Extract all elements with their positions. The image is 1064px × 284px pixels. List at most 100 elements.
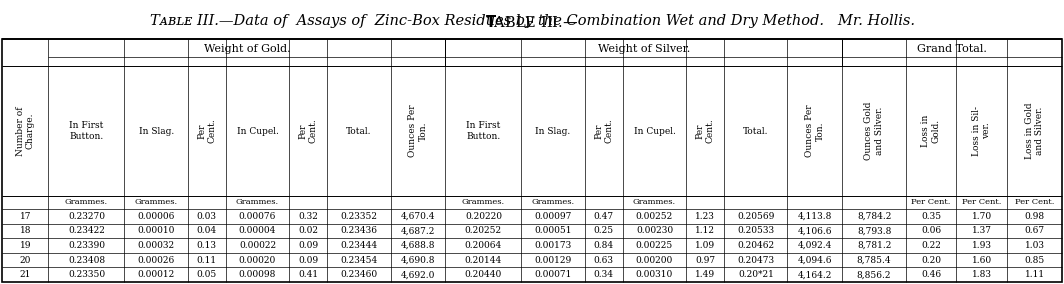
Text: 0.85: 0.85 — [1025, 256, 1045, 265]
Text: 4,113.8: 4,113.8 — [798, 212, 832, 221]
Text: Grammes.: Grammes. — [134, 199, 178, 206]
Text: 8,793.8: 8,793.8 — [857, 226, 892, 235]
Text: 0.00129: 0.00129 — [534, 256, 571, 265]
Text: 4,092.4: 4,092.4 — [798, 241, 832, 250]
Text: 0.02: 0.02 — [298, 226, 318, 235]
Text: 4,670.4: 4,670.4 — [401, 212, 435, 221]
Text: 0.23454: 0.23454 — [340, 256, 378, 265]
Text: Ounces Gold
and Silver.: Ounces Gold and Silver. — [864, 102, 884, 160]
Text: In Cupel.: In Cupel. — [236, 126, 279, 135]
Text: Per
Cent.: Per Cent. — [197, 119, 216, 143]
Text: 0.06: 0.06 — [921, 226, 942, 235]
Text: 8,785.4: 8,785.4 — [857, 256, 892, 265]
Text: Loss in Gold
and Silver.: Loss in Gold and Silver. — [1025, 103, 1044, 159]
Text: 0.09: 0.09 — [298, 241, 318, 250]
Text: Weight of Gold.: Weight of Gold. — [203, 45, 290, 55]
Text: 1.83: 1.83 — [971, 270, 992, 279]
Text: Per Cent.: Per Cent. — [912, 199, 951, 206]
Text: 0.00022: 0.00022 — [239, 241, 276, 250]
Text: 0.00076: 0.00076 — [238, 212, 277, 221]
Text: 8,784.2: 8,784.2 — [857, 212, 892, 221]
Text: Total.: Total. — [346, 126, 371, 135]
Text: 0.00200: 0.00200 — [636, 256, 674, 265]
Text: 0.67: 0.67 — [1025, 226, 1045, 235]
Text: 0.00097: 0.00097 — [534, 212, 571, 221]
Text: 0.23444: 0.23444 — [340, 241, 378, 250]
Text: 20: 20 — [19, 256, 31, 265]
Text: 0.23390: 0.23390 — [68, 241, 105, 250]
Text: 0.00020: 0.00020 — [239, 256, 277, 265]
Text: 0.46: 0.46 — [921, 270, 942, 279]
Text: 1.93: 1.93 — [971, 241, 992, 250]
Text: 0.00006: 0.00006 — [137, 212, 174, 221]
Text: 0.25: 0.25 — [594, 226, 614, 235]
Text: 0.20252: 0.20252 — [465, 226, 502, 235]
Text: 0.11: 0.11 — [197, 256, 217, 265]
Text: In First
Button.: In First Button. — [69, 121, 103, 141]
Text: 0.41: 0.41 — [298, 270, 318, 279]
Text: 0.23352: 0.23352 — [340, 212, 378, 221]
Text: 0.23270: 0.23270 — [68, 212, 105, 221]
Text: 0.04: 0.04 — [197, 226, 217, 235]
Text: 0.00230: 0.00230 — [636, 226, 674, 235]
Text: 0.00012: 0.00012 — [137, 270, 174, 279]
Text: 1.11: 1.11 — [1025, 270, 1045, 279]
Text: 1.60: 1.60 — [971, 256, 992, 265]
Text: 1.23: 1.23 — [695, 212, 715, 221]
Text: 4,687.2: 4,687.2 — [401, 226, 435, 235]
Text: 0.00026: 0.00026 — [137, 256, 174, 265]
Text: 1.37: 1.37 — [971, 226, 992, 235]
Text: 0.34: 0.34 — [594, 270, 614, 279]
Text: 0.09: 0.09 — [298, 256, 318, 265]
Text: 0.22: 0.22 — [921, 241, 941, 250]
Text: 4,106.6: 4,106.6 — [798, 226, 832, 235]
Text: Per Cent.: Per Cent. — [962, 199, 1001, 206]
Text: 18: 18 — [19, 226, 31, 235]
Text: 0.97: 0.97 — [695, 256, 715, 265]
Text: 0.00071: 0.00071 — [534, 270, 571, 279]
Text: 0.20569: 0.20569 — [737, 212, 775, 221]
Text: Per
Cent.: Per Cent. — [299, 119, 318, 143]
Text: 1.12: 1.12 — [695, 226, 715, 235]
Text: Grammes.: Grammes. — [532, 199, 575, 206]
Text: In Slag.: In Slag. — [535, 126, 570, 135]
Text: 0.23422: 0.23422 — [68, 226, 105, 235]
Text: Grammes.: Grammes. — [462, 199, 505, 206]
Text: 0.00310: 0.00310 — [636, 270, 674, 279]
Text: 0.84: 0.84 — [594, 241, 614, 250]
Text: 0.23460: 0.23460 — [340, 270, 378, 279]
Text: 0.00225: 0.00225 — [636, 241, 674, 250]
Text: $\mathbf{T}_{\!}$ABLE III.—: $\mathbf{T}_{\!}$ABLE III.— — [485, 14, 579, 28]
Text: Grammes.: Grammes. — [65, 199, 109, 206]
Text: In Slag.: In Slag. — [138, 126, 173, 135]
Text: Per
Cent.: Per Cent. — [696, 119, 715, 143]
Text: 0.63: 0.63 — [594, 256, 614, 265]
Text: 8,856.2: 8,856.2 — [857, 270, 892, 279]
Text: 0.00032: 0.00032 — [137, 241, 174, 250]
Text: 0.20440: 0.20440 — [465, 270, 502, 279]
Text: 0.20473: 0.20473 — [737, 256, 775, 265]
Text: Grand Total.: Grand Total. — [917, 45, 987, 55]
Text: 0.03: 0.03 — [197, 212, 217, 221]
Text: In Cupel.: In Cupel. — [633, 126, 676, 135]
Text: 1.03: 1.03 — [1025, 241, 1045, 250]
Text: 0.00051: 0.00051 — [534, 226, 571, 235]
Text: 0.00173: 0.00173 — [534, 241, 571, 250]
Text: Ounces Per
Ton.: Ounces Per Ton. — [409, 105, 428, 157]
Text: In First
Button.: In First Button. — [466, 121, 501, 141]
Text: 4,164.2: 4,164.2 — [798, 270, 832, 279]
Text: 0.23436: 0.23436 — [340, 226, 378, 235]
Text: 8,781.2: 8,781.2 — [857, 241, 892, 250]
Text: Loss in Sil-
ver.: Loss in Sil- ver. — [972, 106, 992, 156]
Text: 4,690.8: 4,690.8 — [401, 256, 435, 265]
Text: 0.05: 0.05 — [197, 270, 217, 279]
Text: Tᴀʙʟᴇ III.—Data of  Assays of  Zinc-Box Residues by the Combination Wet and Dry : Tᴀʙʟᴇ III.—Data of Assays of Zinc-Box Re… — [150, 14, 914, 28]
Text: 0.20*21: 0.20*21 — [738, 270, 774, 279]
Text: 1.70: 1.70 — [971, 212, 992, 221]
Text: 4,692.0: 4,692.0 — [401, 270, 435, 279]
Text: 0.20533: 0.20533 — [737, 226, 775, 235]
Bar — [2, 39, 1062, 282]
Text: 17: 17 — [19, 212, 31, 221]
Text: Per
Cent.: Per Cent. — [594, 119, 614, 143]
Text: Per Cent.: Per Cent. — [1015, 199, 1054, 206]
